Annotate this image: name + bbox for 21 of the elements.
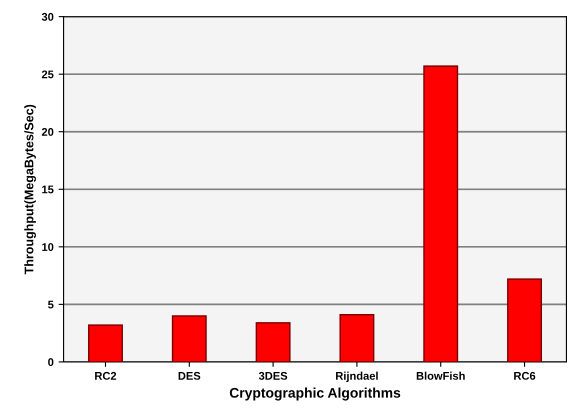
bar [423, 65, 458, 362]
bar [339, 314, 374, 362]
bar [88, 324, 123, 362]
y-tick-label: 5 [48, 300, 54, 309]
bar [172, 315, 207, 362]
y-tick-label: 30 [42, 12, 54, 21]
y-tick-label: 10 [42, 243, 54, 251]
y-tick-label: 20 [42, 128, 54, 136]
y-axis-title: Throughput(MegaBytes/Sec) [24, 104, 36, 274]
x-tick-label: DES [178, 372, 200, 380]
y-tick-label: 0 [48, 358, 54, 366]
x-axis-title: Cryptographic Algorithms [230, 388, 400, 401]
x-tick-label: RC6 [514, 372, 536, 380]
bar [256, 322, 291, 362]
y-tick-label: 25 [42, 70, 54, 78]
x-tick-label: RC2 [95, 372, 116, 380]
x-tick-label: Rijndael [336, 372, 378, 382]
x-tick-label: BlowFish [416, 372, 465, 380]
bar [507, 278, 542, 362]
x-tick-label: 3DES [258, 372, 288, 380]
y-tick-label: 15 [42, 186, 54, 194]
